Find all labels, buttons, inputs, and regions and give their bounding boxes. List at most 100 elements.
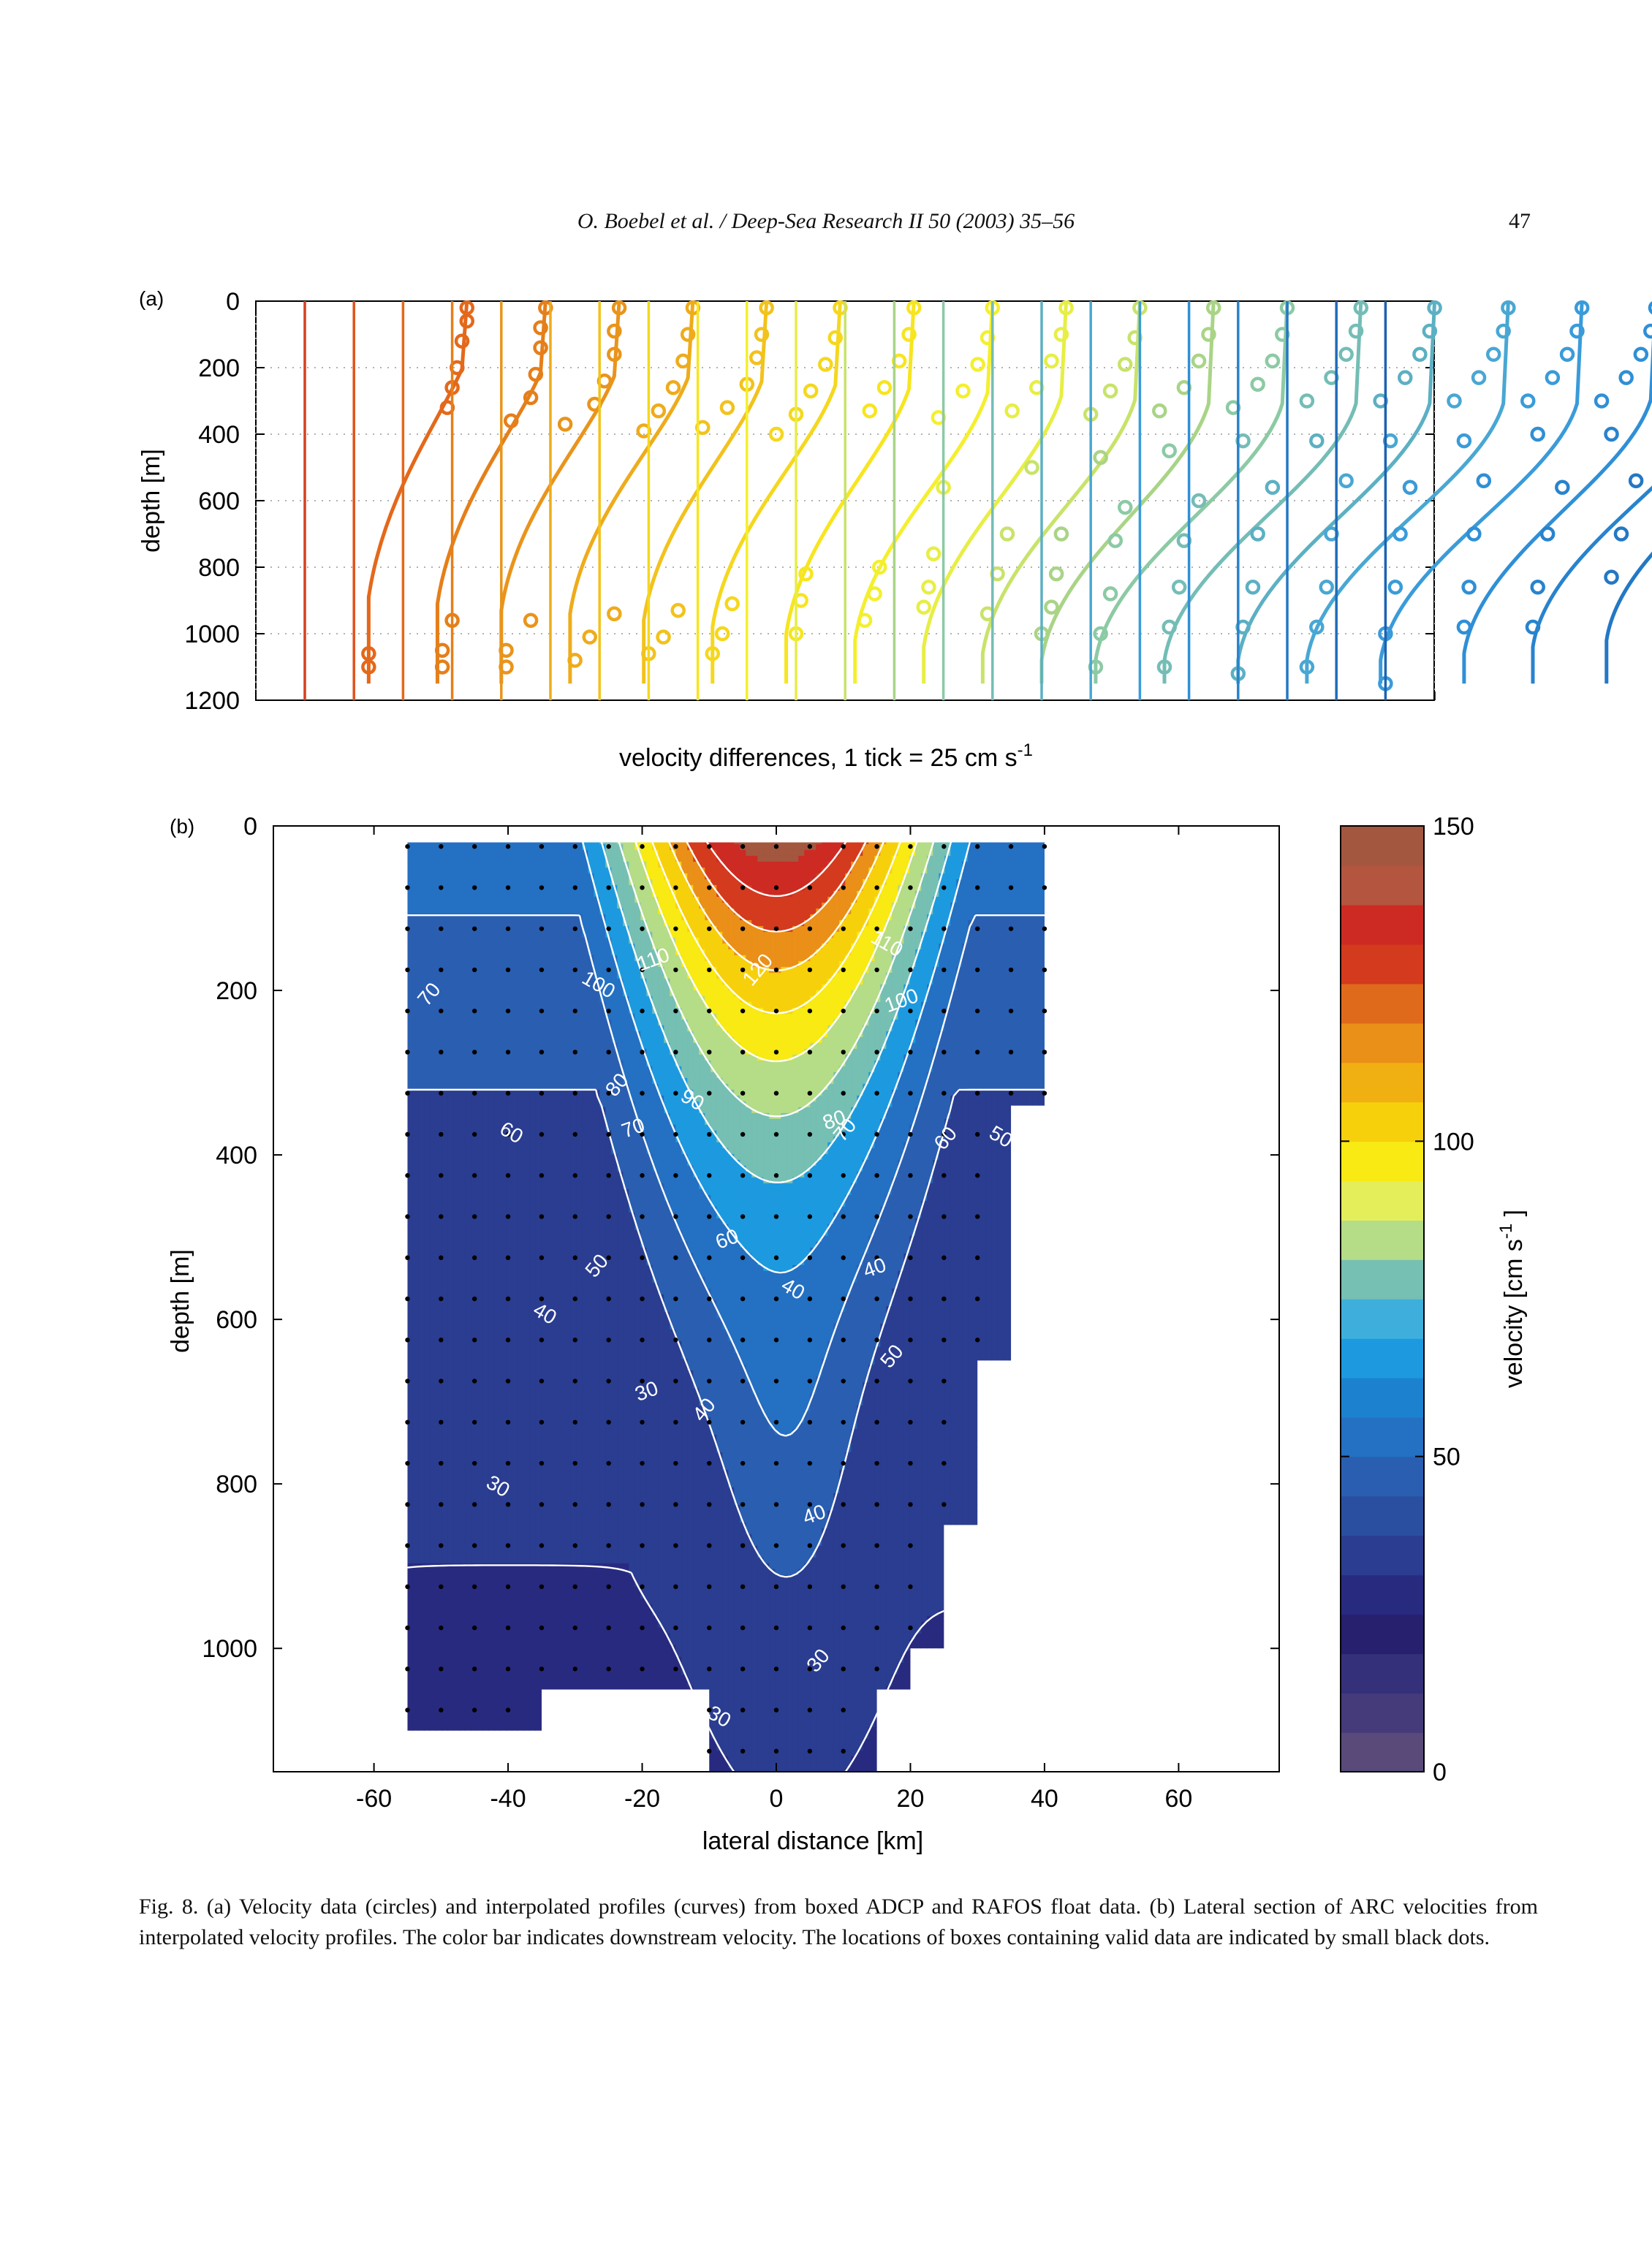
contour-cell	[506, 1422, 512, 1430]
contour-cell	[465, 925, 471, 933]
contour-cell	[436, 1434, 442, 1441]
contour-cell	[477, 1604, 483, 1611]
contour-cell	[518, 1417, 524, 1424]
contour-cell	[553, 1224, 559, 1231]
contour-cell	[529, 1060, 536, 1067]
contour-cell	[535, 1329, 542, 1336]
contour-cell	[465, 1774, 471, 1781]
contour-cell	[494, 1282, 501, 1289]
contour-cell	[553, 1235, 559, 1243]
contour-cell	[488, 1691, 495, 1699]
contour-cell	[488, 1072, 495, 1079]
interpolated-curve	[366, 300, 469, 684]
contour-cell	[471, 1317, 477, 1324]
contour-cell	[529, 1399, 536, 1406]
contour-cell	[401, 850, 407, 857]
contour-cell	[407, 1498, 413, 1506]
contour-cell	[430, 1528, 436, 1535]
contour-cell	[506, 855, 512, 862]
contour-cell	[442, 1060, 448, 1067]
contour-cell	[553, 890, 559, 898]
contour-cell	[447, 1750, 454, 1757]
contour-cell	[442, 1305, 448, 1313]
contour-cell	[558, 1522, 565, 1529]
contour-cell	[512, 914, 518, 921]
contour-cell	[506, 1609, 512, 1617]
contour-cell	[465, 1323, 471, 1330]
contour-cell	[453, 1148, 460, 1155]
contour-cell	[471, 1183, 477, 1190]
contour-cell	[529, 1528, 536, 1535]
contour-cell	[535, 1177, 542, 1184]
contour-cell	[558, 1329, 565, 1336]
contour-cell	[553, 843, 559, 851]
contour-cell	[535, 931, 542, 938]
contour-cell	[488, 1393, 495, 1400]
contour-cell	[401, 868, 407, 874]
contour-cell	[407, 1358, 413, 1365]
contour-cell	[506, 1200, 512, 1207]
contour-cell	[424, 925, 431, 933]
contour-cell	[564, 1294, 571, 1301]
contour-cell	[430, 1569, 436, 1576]
contour-cell	[453, 1124, 460, 1131]
contour-cell	[506, 919, 512, 927]
contour-cell	[442, 861, 448, 868]
contour-cell	[529, 1434, 536, 1441]
contour-cell	[547, 1241, 553, 1248]
contour-cell	[535, 1633, 542, 1640]
contour-cell	[518, 931, 524, 938]
contour-cell	[494, 1434, 501, 1441]
contour-cell	[488, 1288, 495, 1295]
contour-cell	[401, 1195, 407, 1202]
contour-cell	[523, 1013, 530, 1020]
contour-cell	[488, 1551, 495, 1558]
contour-cell	[436, 1206, 442, 1213]
contour-cell	[465, 1387, 471, 1395]
contour-cell	[459, 1311, 466, 1319]
contour-cell	[541, 1691, 547, 1699]
contour-cell	[494, 902, 501, 909]
contour-cell	[500, 1358, 507, 1365]
contour-cell	[558, 896, 565, 903]
contour-cell	[535, 1510, 542, 1517]
contour-cell	[518, 1457, 524, 1465]
contour-cell	[465, 1224, 471, 1231]
contour-cell	[436, 1387, 442, 1395]
contour-cell	[529, 972, 536, 979]
contour-cell	[418, 1072, 425, 1079]
contour-cell	[412, 1194, 419, 1202]
contour-cell	[523, 1171, 530, 1178]
contour-cell	[482, 1422, 489, 1430]
contour-cell	[512, 1726, 518, 1734]
contour-cell	[518, 1083, 524, 1091]
contour-cell	[512, 1212, 518, 1219]
contour-cell	[553, 1522, 559, 1529]
contour-cell	[558, 1060, 565, 1067]
contour-cell	[535, 1685, 542, 1693]
contour-cell	[558, 1341, 565, 1348]
contour-cell	[553, 1592, 559, 1599]
contour-cell	[558, 1545, 565, 1552]
contour-cell	[453, 1188, 460, 1196]
contour-cell	[482, 1586, 489, 1593]
contour-cell	[418, 1656, 425, 1664]
contour-cell	[535, 1247, 542, 1254]
contour-cell	[477, 1229, 483, 1237]
contour-cell	[500, 1715, 507, 1722]
contour-cell	[401, 1318, 407, 1324]
contour-cell	[541, 1387, 547, 1395]
contour-cell	[518, 1592, 524, 1599]
contour-cell	[535, 960, 542, 968]
contour-cell	[500, 1241, 507, 1248]
contour-cell	[465, 1756, 471, 1763]
contour-cell	[494, 1177, 501, 1184]
contour-cell	[547, 1142, 553, 1149]
contour-cell	[407, 972, 413, 979]
contour-cell	[453, 1300, 460, 1307]
contour-cell	[442, 1586, 448, 1593]
contour-cell	[436, 1165, 442, 1172]
contour-cell	[500, 966, 507, 974]
contour-cell	[482, 1569, 489, 1576]
contour-cell	[541, 931, 547, 938]
